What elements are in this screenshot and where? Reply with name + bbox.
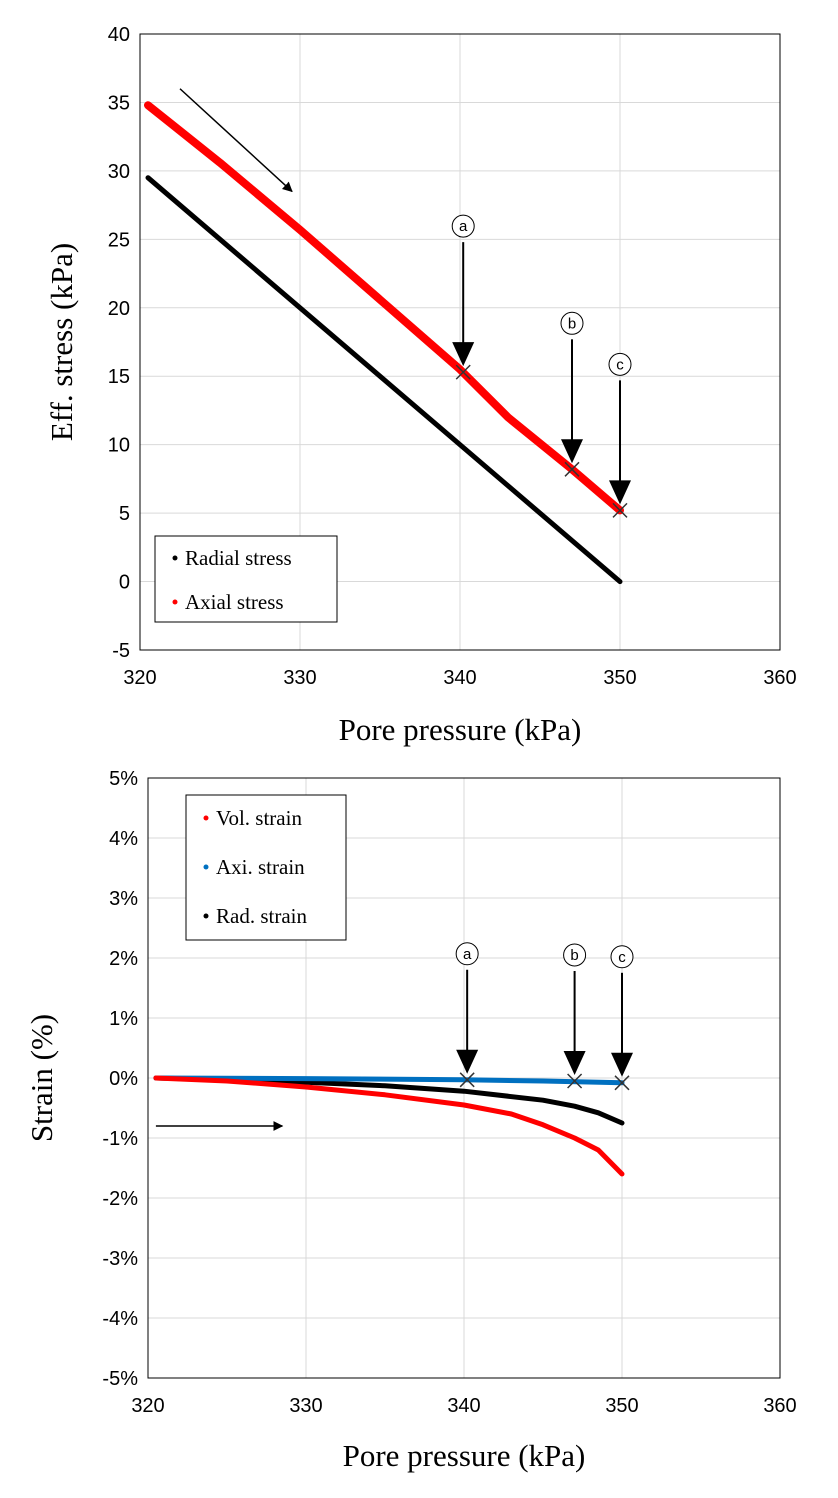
x-tick-label: 350	[605, 1395, 638, 1417]
marker-label: c	[618, 949, 626, 966]
y-tick-label: 1%	[109, 1008, 138, 1030]
y-tick-label: 25	[108, 229, 130, 251]
x-axis-title: Pore pressure (kPa)	[339, 712, 582, 747]
x-tick-label: 340	[443, 667, 476, 689]
x-tick-label: 330	[289, 1395, 322, 1417]
x-tick-label: 340	[447, 1395, 480, 1417]
y-tick-label: -5	[112, 640, 130, 662]
y-tick-label: 0	[119, 572, 130, 594]
marker-x-point	[612, 502, 628, 518]
y-axis-title: Strain (%)	[24, 1014, 59, 1142]
marker-label: c	[616, 356, 624, 373]
y-tick-label: 10	[108, 435, 130, 457]
y-tick-label: 5	[119, 503, 130, 525]
x-tick-label: 320	[123, 667, 156, 689]
marker-arrow-head	[561, 439, 583, 464]
marker-x-point	[614, 1075, 630, 1091]
x-axis-title: Pore pressure (kPa)	[343, 1438, 586, 1473]
marker-arrow-head	[563, 1051, 586, 1075]
legend-swatch	[203, 864, 209, 870]
y-tick-label: 2%	[109, 948, 138, 970]
marker-label-circle	[608, 352, 632, 376]
y-axis-title: Eff. stress (kPa)	[44, 243, 79, 441]
y-tick-label: -2%	[102, 1188, 138, 1210]
legend-entry: Axial stress	[185, 590, 284, 614]
marker-label-circle	[610, 945, 634, 969]
marker-label-circle	[563, 943, 587, 967]
y-tick-label: -3%	[102, 1248, 138, 1270]
y-tick-label: 35	[108, 92, 130, 114]
y-tick-label: -4%	[102, 1308, 138, 1330]
x-tick-label: 360	[763, 1395, 796, 1417]
legend-entry: Radial stress	[185, 546, 292, 570]
y-tick-label: -1%	[102, 1128, 138, 1150]
annotation-marker: a	[451, 214, 475, 380]
legend-swatch	[203, 815, 209, 821]
marker-label: a	[463, 946, 472, 963]
x-tick-label: 320	[131, 1395, 164, 1417]
y-tick-label: 30	[108, 161, 130, 183]
marker-label-circle	[455, 942, 479, 966]
marker-x-point	[459, 1072, 475, 1088]
legend-swatch	[172, 599, 178, 605]
legend-swatch	[172, 555, 178, 561]
y-tick-label: 3%	[109, 888, 138, 910]
series-line-axi-strain	[153, 1075, 625, 1086]
legend-entry: Vol. strain	[216, 806, 302, 830]
legend-entry: Axi. strain	[216, 855, 305, 879]
y-tick-label: 20	[108, 298, 130, 320]
marker-arrow-head	[611, 1052, 633, 1077]
legend: Vol. strain Axi. strain Rad. strain	[185, 794, 347, 941]
legend-entry: Rad. strain	[216, 904, 307, 928]
legend-swatch	[203, 913, 209, 919]
legend: Radial stress Axial stress	[154, 535, 338, 623]
series-line-radial-stress	[145, 175, 623, 585]
chart-2: -5% -4% -3% -2% -1% 0% 1% 2% 3% 4% 5% 320 330 340 350 3…	[24, 768, 797, 1473]
legend-box	[185, 794, 347, 941]
plot-area	[139, 33, 781, 651]
annotation-marker: c	[610, 945, 634, 1091]
x-tick-label: 330	[283, 667, 316, 689]
y-tick-label: 5%	[109, 768, 138, 790]
annotation-marker: b	[563, 943, 587, 1089]
y-tick-label: -5%	[102, 1368, 138, 1390]
marker-label: b	[568, 315, 576, 332]
annotation-marker: c	[608, 352, 632, 518]
annotation-marker: a	[455, 942, 479, 1088]
marker-arrow-head	[456, 1049, 479, 1074]
y-tick-label: 40	[108, 24, 130, 46]
chart-1: -5 0 5 10 15 20 25 30 35 40 320 330 340 350 360 Pore pr…	[44, 24, 797, 747]
x-tick-label: 350	[603, 667, 636, 689]
x-tick-label: 360	[763, 667, 796, 689]
marker-label: a	[459, 218, 468, 235]
y-tick-label: 4%	[109, 828, 138, 850]
annotation-marker: b	[560, 311, 584, 477]
direction-arrow	[179, 88, 293, 193]
series-line-rad-strain	[153, 1075, 625, 1126]
marker-x-point	[564, 461, 580, 477]
y-tick-label: 15	[108, 366, 130, 388]
marker-label-circle	[451, 214, 475, 238]
marker-arrow-head	[609, 480, 631, 505]
y-tick-label: 0%	[109, 1068, 138, 1090]
plot-area	[147, 777, 781, 1379]
legend-box	[154, 535, 338, 623]
marker-x-point	[455, 364, 471, 380]
marker-arrow-head	[452, 342, 475, 367]
series-line-vol-strain	[153, 1075, 625, 1177]
marker-x-point	[567, 1073, 583, 1089]
marker-label-circle	[560, 311, 584, 335]
marker-label: b	[570, 947, 578, 964]
